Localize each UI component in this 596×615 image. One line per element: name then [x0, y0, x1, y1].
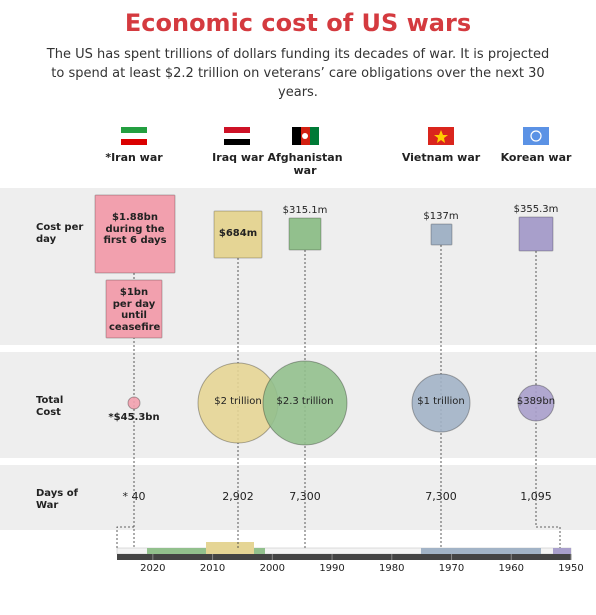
cost-circle [411, 373, 471, 433]
flag-iran [121, 127, 147, 145]
cost-circle [262, 360, 348, 446]
cost-circle [127, 396, 141, 410]
cost-box [518, 216, 554, 252]
total-cost: $2.3 trillion [276, 396, 334, 407]
row-label: Total Cost [36, 395, 64, 418]
cost-label: $355.3m [513, 204, 559, 215]
days: 1,095 [520, 490, 552, 503]
days: 2,902 [222, 490, 254, 503]
tick-label: 1980 [379, 563, 405, 574]
cost-label: $315.1m [282, 205, 328, 216]
tick-label: 1970 [438, 563, 465, 574]
row-label: Days of War [36, 488, 78, 511]
cost-box [213, 210, 263, 259]
row-label: Cost per day [36, 222, 84, 245]
total-cost: $1 trillion [417, 396, 465, 407]
cost-label: $1bn per day until ceasefire [109, 287, 161, 333]
war-name: Iraq war [212, 151, 264, 164]
war-name: *Iran war [105, 151, 163, 164]
tick-label: 1950 [558, 563, 584, 574]
connector [116, 526, 134, 548]
total-cost: $389bn [516, 396, 556, 407]
flag-afghanistan [292, 127, 319, 145]
tick-label: 2010 [199, 563, 226, 574]
days: 7,300 [425, 490, 457, 503]
subtitle: The US has spent trillions of dollars fu… [46, 47, 550, 100]
total-cost: *$45.3bn [108, 412, 160, 423]
connector [536, 526, 561, 548]
span-korea [553, 548, 571, 554]
flag-vietnam [428, 127, 454, 145]
row-band [0, 465, 596, 530]
total-cost: $2 trillion [214, 396, 262, 407]
cost-label: $137m [423, 211, 459, 222]
cost-circle [517, 384, 555, 422]
cost-label: $684m [218, 227, 258, 239]
flag-iraq [224, 127, 250, 145]
marks [94, 194, 572, 560]
war-name: Afghanistan war [267, 151, 343, 177]
war-name: Vietnam war [401, 151, 481, 164]
title: Economic cost of US wars [124, 9, 472, 37]
days: * 40 [122, 490, 146, 503]
cost-box [94, 194, 176, 274]
war-name: Korean war [500, 151, 572, 164]
span-vietnam [421, 548, 541, 554]
tick-label: 2000 [259, 563, 286, 574]
cost-box [105, 279, 163, 339]
timeline-bar [117, 554, 571, 560]
tick-label: 2020 [140, 563, 166, 574]
flag-un [523, 127, 549, 145]
tick-label: 1960 [498, 563, 524, 574]
cost-box [430, 223, 453, 246]
days: 7,300 [289, 490, 321, 503]
tick-label: 1990 [319, 563, 345, 574]
span-iraq [206, 542, 254, 554]
cost-label: $1.88bn during the first 6 days [103, 212, 167, 246]
cost-box [288, 217, 322, 251]
